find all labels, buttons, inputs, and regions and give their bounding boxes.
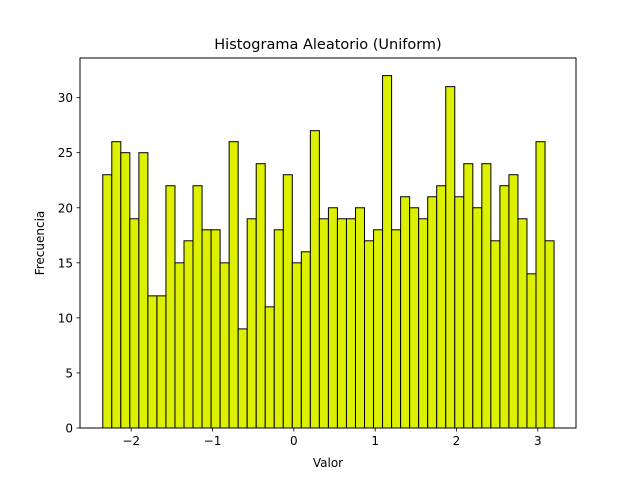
histogram-bar	[544, 240, 555, 429]
histogram-bar	[228, 141, 239, 429]
histogram-bar	[300, 251, 311, 429]
y-axis-label: Frecuencia	[33, 211, 47, 276]
histogram-bar	[102, 174, 113, 429]
y-axis-ticks: 0 5 10 15 20 25 30	[58, 91, 80, 436]
y-tick-label: 0	[65, 422, 73, 436]
x-tick-label: −2	[122, 434, 140, 448]
histogram-bar	[219, 262, 230, 429]
histogram-bar	[490, 240, 501, 429]
y-tick-label: 5	[65, 366, 73, 380]
y-tick-label: 10	[58, 311, 73, 325]
histogram-bar	[237, 328, 248, 429]
histogram-bar	[382, 75, 393, 429]
histogram-bar	[463, 163, 474, 429]
histogram-bar	[499, 185, 510, 429]
x-tick-label: −1	[204, 434, 222, 448]
y-tick-label: 20	[58, 201, 73, 215]
histogram-bar	[508, 174, 519, 429]
histogram-bar	[481, 163, 492, 429]
histogram-bar	[354, 207, 366, 429]
histogram-bar	[273, 229, 284, 429]
histogram-bar	[345, 218, 356, 429]
histogram-bar	[111, 141, 122, 429]
histogram-bar	[445, 86, 456, 429]
x-tick-label: 2	[453, 434, 461, 448]
histogram-bar	[174, 262, 185, 429]
histogram-bar	[400, 196, 411, 429]
histogram-bar	[427, 196, 438, 429]
y-tick-label: 25	[58, 146, 73, 160]
histogram-bar	[201, 229, 212, 429]
histogram-bar	[373, 229, 384, 429]
x-tick-label: 0	[290, 434, 298, 448]
histogram-bar	[120, 152, 131, 429]
histogram-bar	[210, 229, 221, 429]
chart-title: Histograma Aleatorio (Uniform)	[214, 37, 441, 53]
plot-frame	[79, 57, 577, 429]
histogram-bar	[517, 218, 528, 429]
histogram-bar	[436, 185, 447, 429]
histogram-bar	[327, 207, 338, 429]
bars-group	[102, 75, 555, 429]
histogram-bar	[454, 196, 465, 429]
histogram-bar	[472, 207, 483, 429]
histogram-bar	[255, 163, 266, 429]
histogram-bar	[129, 218, 140, 429]
x-tick-label: 1	[371, 434, 379, 448]
histogram-bar	[282, 174, 293, 429]
histogram-bar	[183, 240, 194, 429]
histogram-bar	[156, 295, 167, 429]
x-axis-label: Valor	[313, 456, 343, 470]
y-tick-label: 15	[58, 256, 73, 270]
histogram-bar	[291, 262, 302, 429]
histogram-bar	[409, 207, 420, 429]
histogram-bar	[526, 273, 537, 429]
histogram-bar	[192, 185, 203, 429]
histogram-bar	[418, 218, 429, 429]
histogram-bar	[138, 152, 149, 429]
histogram-bar	[336, 218, 347, 429]
histogram-bar	[364, 240, 375, 429]
histogram-bar	[147, 295, 158, 429]
histogram-bar	[309, 130, 320, 429]
histogram-bar	[246, 218, 257, 429]
x-tick-label: 3	[534, 434, 542, 448]
histogram-bar	[165, 185, 176, 429]
x-axis-ticks: −2 −1 0 1 2 3	[122, 428, 542, 448]
histogram-bar	[318, 218, 329, 429]
histogram-bar	[391, 229, 402, 429]
histogram-bar	[264, 306, 275, 429]
histogram-bar	[535, 141, 546, 429]
y-tick-label: 30	[58, 91, 73, 105]
